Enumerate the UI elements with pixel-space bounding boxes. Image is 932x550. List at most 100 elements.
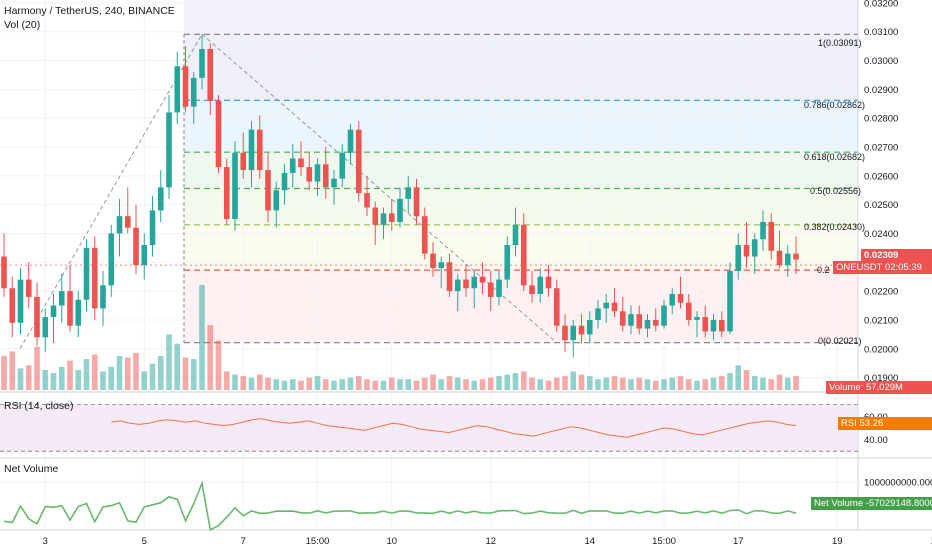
volume-bar — [355, 376, 362, 390]
volume-bar — [603, 377, 610, 390]
price-tick-label: 0.02400 — [864, 229, 898, 240]
candle-body — [413, 187, 420, 217]
candle-body — [355, 129, 362, 194]
volume-bar — [652, 380, 659, 390]
volume-bar — [421, 377, 428, 390]
rsi-tick-label: 40.00 — [864, 435, 888, 446]
candle-body — [157, 187, 164, 211]
candle-body — [661, 305, 667, 326]
price-tick-label: 0.03200 — [864, 0, 898, 9]
volume-bar — [50, 373, 57, 390]
candle-body — [702, 317, 709, 332]
candle-body — [545, 276, 552, 289]
volume-bar — [768, 379, 775, 390]
volume-bar — [743, 369, 750, 390]
rsi-pane-label[interactable]: RSI (14, close) — [4, 400, 74, 412]
volume-bar — [718, 376, 725, 390]
symbol-title[interactable]: Harmony / TetherUS, 240, BINANCE — [4, 5, 175, 17]
candle-body — [207, 49, 214, 101]
candle-body — [273, 190, 280, 211]
candle-body — [570, 325, 577, 341]
price-tick-label: 0.02700 — [864, 143, 898, 154]
volume-bar — [636, 377, 643, 390]
net-volume-line — [3, 480, 797, 532]
candle-body — [347, 129, 354, 153]
candle-body — [438, 262, 445, 269]
volume-bar — [512, 373, 519, 390]
candle-body — [256, 129, 263, 171]
candle-body — [289, 158, 296, 173]
candle-body — [487, 282, 494, 297]
volume-bar — [611, 376, 618, 390]
volume-bar — [207, 325, 214, 390]
candle-body — [149, 210, 156, 245]
candle-body — [743, 245, 750, 257]
candle-body — [174, 66, 181, 113]
candle-body — [760, 221, 766, 240]
candle-body — [116, 216, 123, 234]
candle-body — [1, 256, 7, 289]
candle-body — [298, 158, 304, 168]
volume-bar — [67, 360, 73, 390]
candle-body — [784, 253, 791, 266]
price-tick-label: 0.01900 — [864, 373, 898, 384]
volume-bar — [17, 368, 24, 390]
volume-bar — [190, 359, 197, 390]
volume-indicator-label[interactable]: Vol (20) — [4, 19, 41, 31]
volume-bar — [694, 380, 700, 390]
net-volume-pane-label[interactable]: Net Volume — [4, 463, 59, 475]
price-tick-label: 0.03100 — [864, 27, 898, 38]
volume-bar — [751, 376, 758, 390]
volume-bar — [760, 377, 766, 390]
volume-badge: Volume: 57.029M — [826, 381, 932, 394]
candle-body — [463, 279, 469, 289]
volume-bar — [281, 380, 288, 390]
candle-body — [306, 167, 313, 182]
candle-body — [636, 314, 643, 329]
candle-body — [595, 308, 601, 320]
volume-bar — [166, 334, 172, 390]
symbol-badge-text: ONEUSDT — [836, 262, 883, 273]
fib-label-0618: 0.618(0.02682) — [804, 152, 866, 162]
volume-bar — [471, 380, 478, 390]
fib-label-1: 1(0.03091) — [818, 38, 862, 48]
fib-zone-top — [184, 0, 858, 35]
volume-bar — [644, 379, 651, 390]
volume-bar — [504, 374, 511, 390]
fib-label-05: 0.5(0.02556) — [810, 186, 862, 196]
fib-zone-1 — [184, 100, 858, 153]
candle-body — [669, 294, 676, 306]
volume-bar — [776, 374, 783, 390]
candle-body — [471, 276, 478, 289]
candle-body — [133, 227, 139, 266]
candle-body — [479, 276, 486, 283]
volume-bar — [116, 356, 123, 390]
candle-body — [652, 319, 659, 326]
candle-body — [496, 279, 502, 297]
volume-bar — [174, 343, 181, 390]
time-tick-label: 5 — [142, 536, 147, 547]
candle-body — [677, 294, 684, 303]
candle-body — [793, 253, 799, 260]
volume-bar — [240, 376, 247, 390]
volume-bar — [25, 365, 32, 390]
volume-bar — [223, 371, 230, 390]
volume-bar — [298, 380, 304, 390]
time-tick-label: 3 — [43, 536, 48, 547]
volume-bar — [34, 346, 40, 390]
time-tick-label: 10 — [386, 536, 397, 547]
volume-bar — [619, 377, 626, 390]
volume-bar — [157, 356, 164, 390]
candle-body — [586, 319, 593, 335]
candle-body — [124, 216, 131, 228]
price-tick-label: 0.02500 — [864, 200, 898, 211]
volume-bar — [702, 379, 709, 390]
volume-bar — [364, 379, 370, 390]
candle-body — [751, 239, 758, 257]
fib-label-0236: 0.2 — [817, 265, 830, 275]
fib-zone-3 — [184, 188, 858, 225]
price-tick-label: 0.02100 — [864, 315, 898, 326]
volume-bar — [256, 374, 263, 390]
price-tick-label: 0.02900 — [864, 85, 898, 96]
